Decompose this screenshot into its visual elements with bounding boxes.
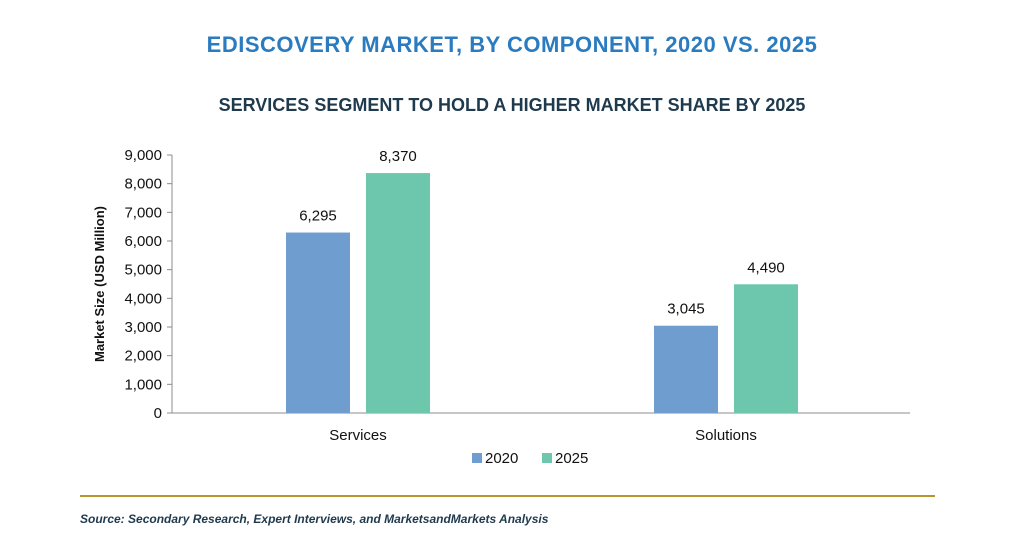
y-tick-label: 6,000 [124,233,162,250]
y-tick-label: 4,000 [124,290,162,307]
y-tick-label: 0 [154,405,162,422]
y-tick-label: 1,000 [124,376,162,393]
data-label: 4,490 [747,259,785,276]
y-tick-label: 8,000 [124,176,162,193]
footer-rule [80,495,935,497]
legend-swatch-2025 [542,453,552,463]
data-label: 3,045 [667,301,705,318]
y-tick-label: 3,000 [124,319,162,336]
legend-swatch-2020 [472,453,482,463]
y-tick-label: 2,000 [124,348,162,365]
bar-services-2020 [286,232,350,413]
bar-services-2025 [366,173,430,413]
legend-label: 2025 [555,450,588,467]
y-tick-label: 5,000 [124,262,162,279]
data-label: 6,295 [299,208,337,225]
bar-solutions-2025 [734,284,798,413]
source-note: Source: Secondary Research, Expert Inter… [80,512,549,526]
chart-subtitle: SERVICES SEGMENT TO HOLD A HIGHER MARKET… [218,95,806,115]
x-category-label: Services [329,427,387,444]
y-axis-title: Market Size (USD Million) [92,206,107,362]
chart-title: EDISCOVERY MARKET, BY COMPONENT, 2020 VS… [206,32,818,57]
bar-solutions-2020 [654,325,718,413]
y-tick-label: 9,000 [124,147,162,164]
y-tick-label: 7,000 [124,204,162,221]
x-category-label: Solutions [695,427,757,444]
legend-label: 2020 [485,450,518,467]
data-label: 8,370 [379,148,417,165]
